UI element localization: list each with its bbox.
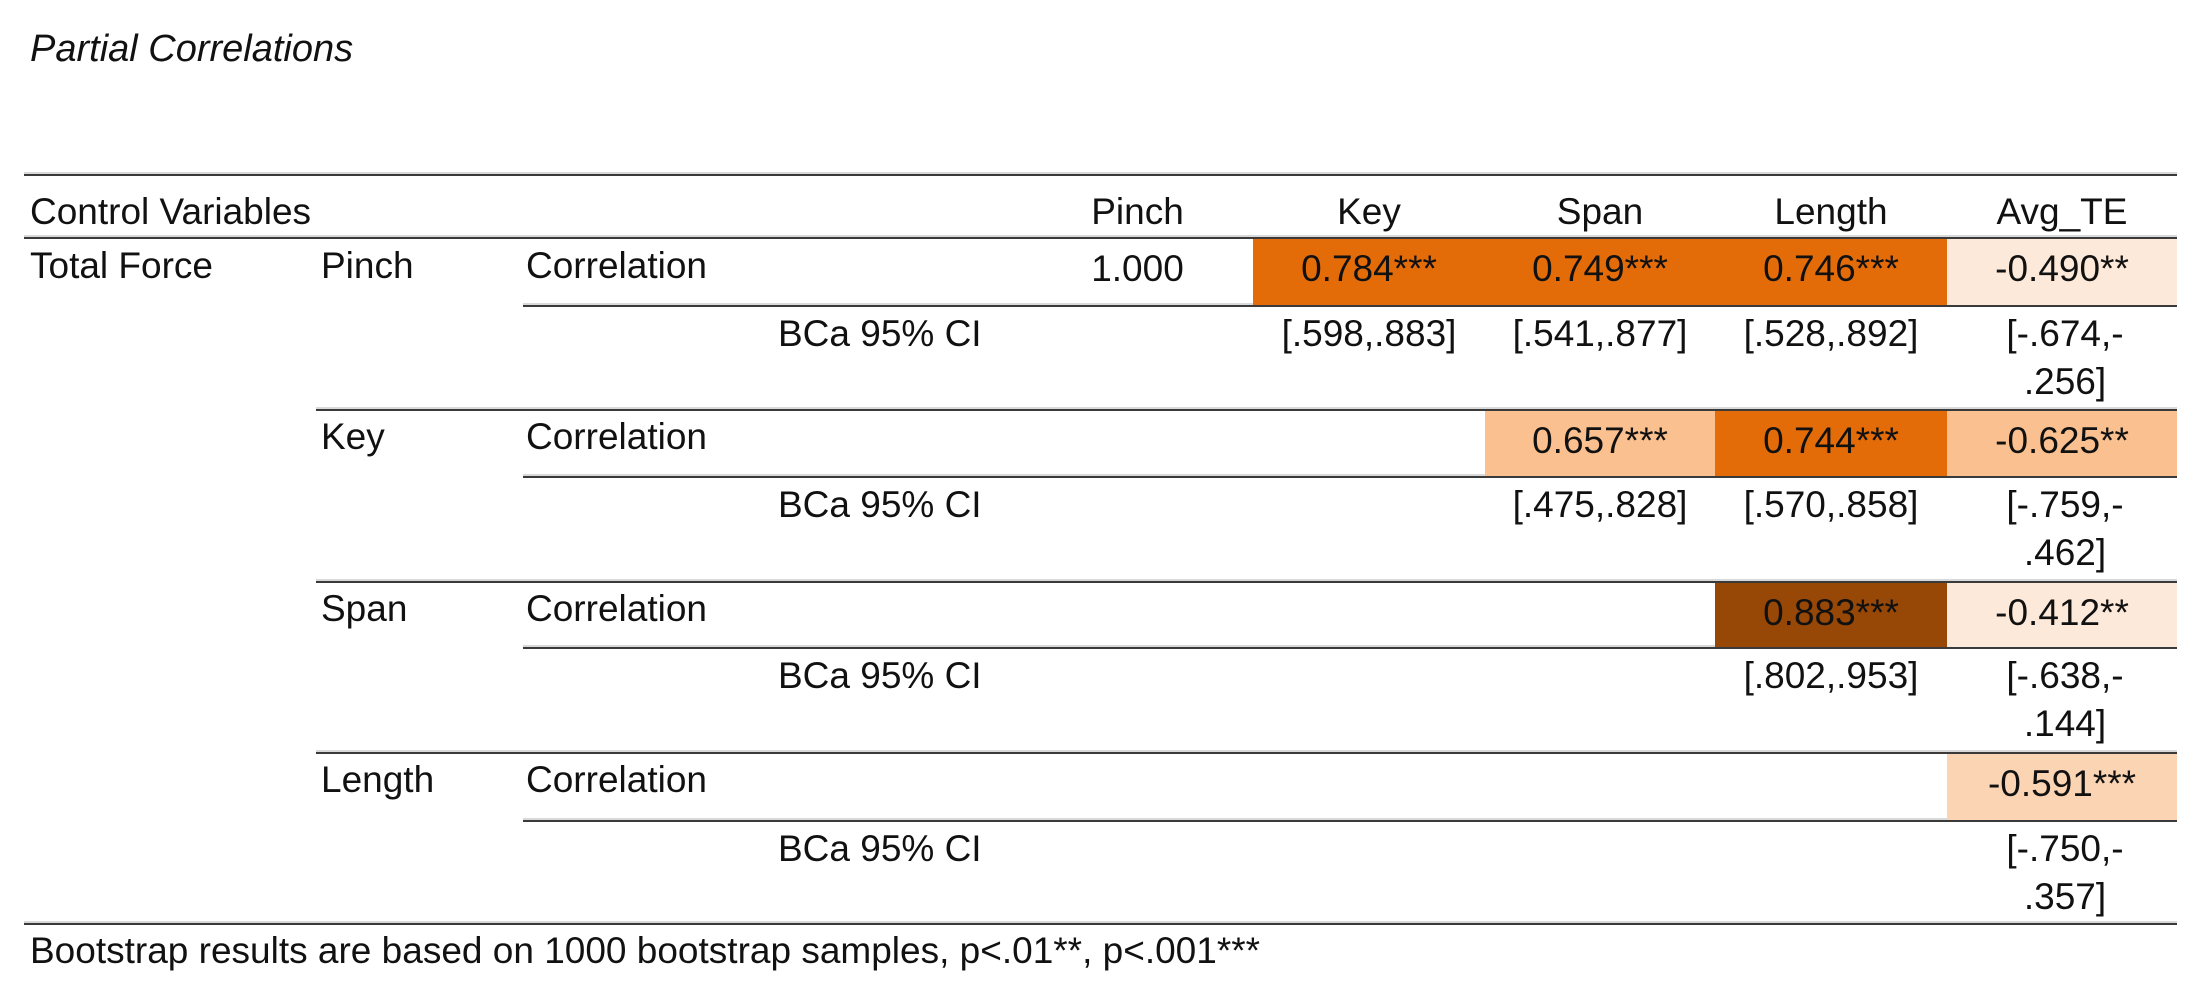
ci-key-length: [.570,.858]	[1743, 484, 1919, 525]
cell-key-avgte: -0.625**	[1947, 411, 2177, 476]
top-rule	[24, 174, 2177, 176]
stat-label-ci: BCa 95% CI	[778, 313, 982, 354]
stat-label-correlation: Correlation	[526, 245, 707, 286]
header-key: Key	[1337, 191, 1401, 232]
row-label-pinch: Pinch	[321, 245, 414, 286]
cell-pinch-pinch: 1.000	[1091, 248, 1184, 289]
length-ci-rule	[523, 820, 2177, 822]
cell-pinch-avgte: -0.490**	[1947, 239, 2177, 305]
ci-span-length: [.802,.953]	[1743, 655, 1919, 696]
header-rule	[24, 237, 2177, 239]
header-avgte: Avg_TE	[1996, 191, 2128, 232]
stat-label-correlation: Correlation	[526, 759, 707, 800]
stat-label-correlation: Correlation	[526, 416, 707, 457]
ci-key-span: [.475,.828]	[1512, 484, 1688, 525]
cell-pinch-span: 0.749***	[1485, 239, 1715, 305]
cell-span-avgte: -0.412**	[1947, 583, 2177, 647]
ci-length-avgte: [-.750,- .357]	[2006, 828, 2124, 917]
ci-span-avgte: [-.638,- .144]	[2006, 655, 2124, 744]
stat-label-ci: BCa 95% CI	[778, 828, 982, 869]
key-rule	[316, 409, 2177, 411]
ci-pinch-span: [.541,.877]	[1512, 313, 1688, 354]
cell-span-length: 0.883***	[1715, 583, 1947, 647]
key-ci-rule	[523, 476, 2177, 478]
table-title: Partial Correlations	[30, 28, 354, 70]
row-label-key: Key	[321, 416, 385, 457]
control-variable-label: Total Force	[30, 245, 214, 286]
table-footnote: Bootstrap results are based on 1000 boot…	[30, 930, 1261, 971]
ci-pinch-key: [.598,.883]	[1281, 313, 1457, 354]
pinch-ci-rule	[523, 305, 2177, 307]
header-span: Span	[1556, 191, 1644, 232]
row-label-span: Span	[321, 588, 408, 629]
header-pinch: Pinch	[1091, 191, 1184, 232]
stat-label-ci: BCa 95% CI	[778, 484, 982, 525]
length-rule	[316, 752, 2177, 754]
ci-pinch-length: [.528,.892]	[1743, 313, 1919, 354]
row-label-length: Length	[321, 759, 435, 800]
cell-key-length: 0.744***	[1715, 411, 1947, 476]
cell-key-span: 0.657***	[1485, 411, 1715, 476]
ci-pinch-avgte: [-.674,- .256]	[2006, 313, 2124, 402]
cell-pinch-key: 0.784***	[1253, 239, 1485, 305]
header-length: Length	[1774, 191, 1888, 232]
span-ci-rule	[523, 647, 2177, 649]
cell-pinch-length: 0.746***	[1715, 239, 1947, 305]
span-rule	[316, 581, 2177, 583]
bottom-rule	[24, 923, 2177, 925]
header-control-variables: Control Variables	[30, 191, 312, 232]
stat-label-correlation: Correlation	[526, 588, 707, 629]
ci-key-avgte: [-.759,- .462]	[2006, 484, 2124, 573]
cell-length-avgte: -0.591***	[1947, 754, 2177, 820]
stat-label-ci: BCa 95% CI	[778, 655, 982, 696]
